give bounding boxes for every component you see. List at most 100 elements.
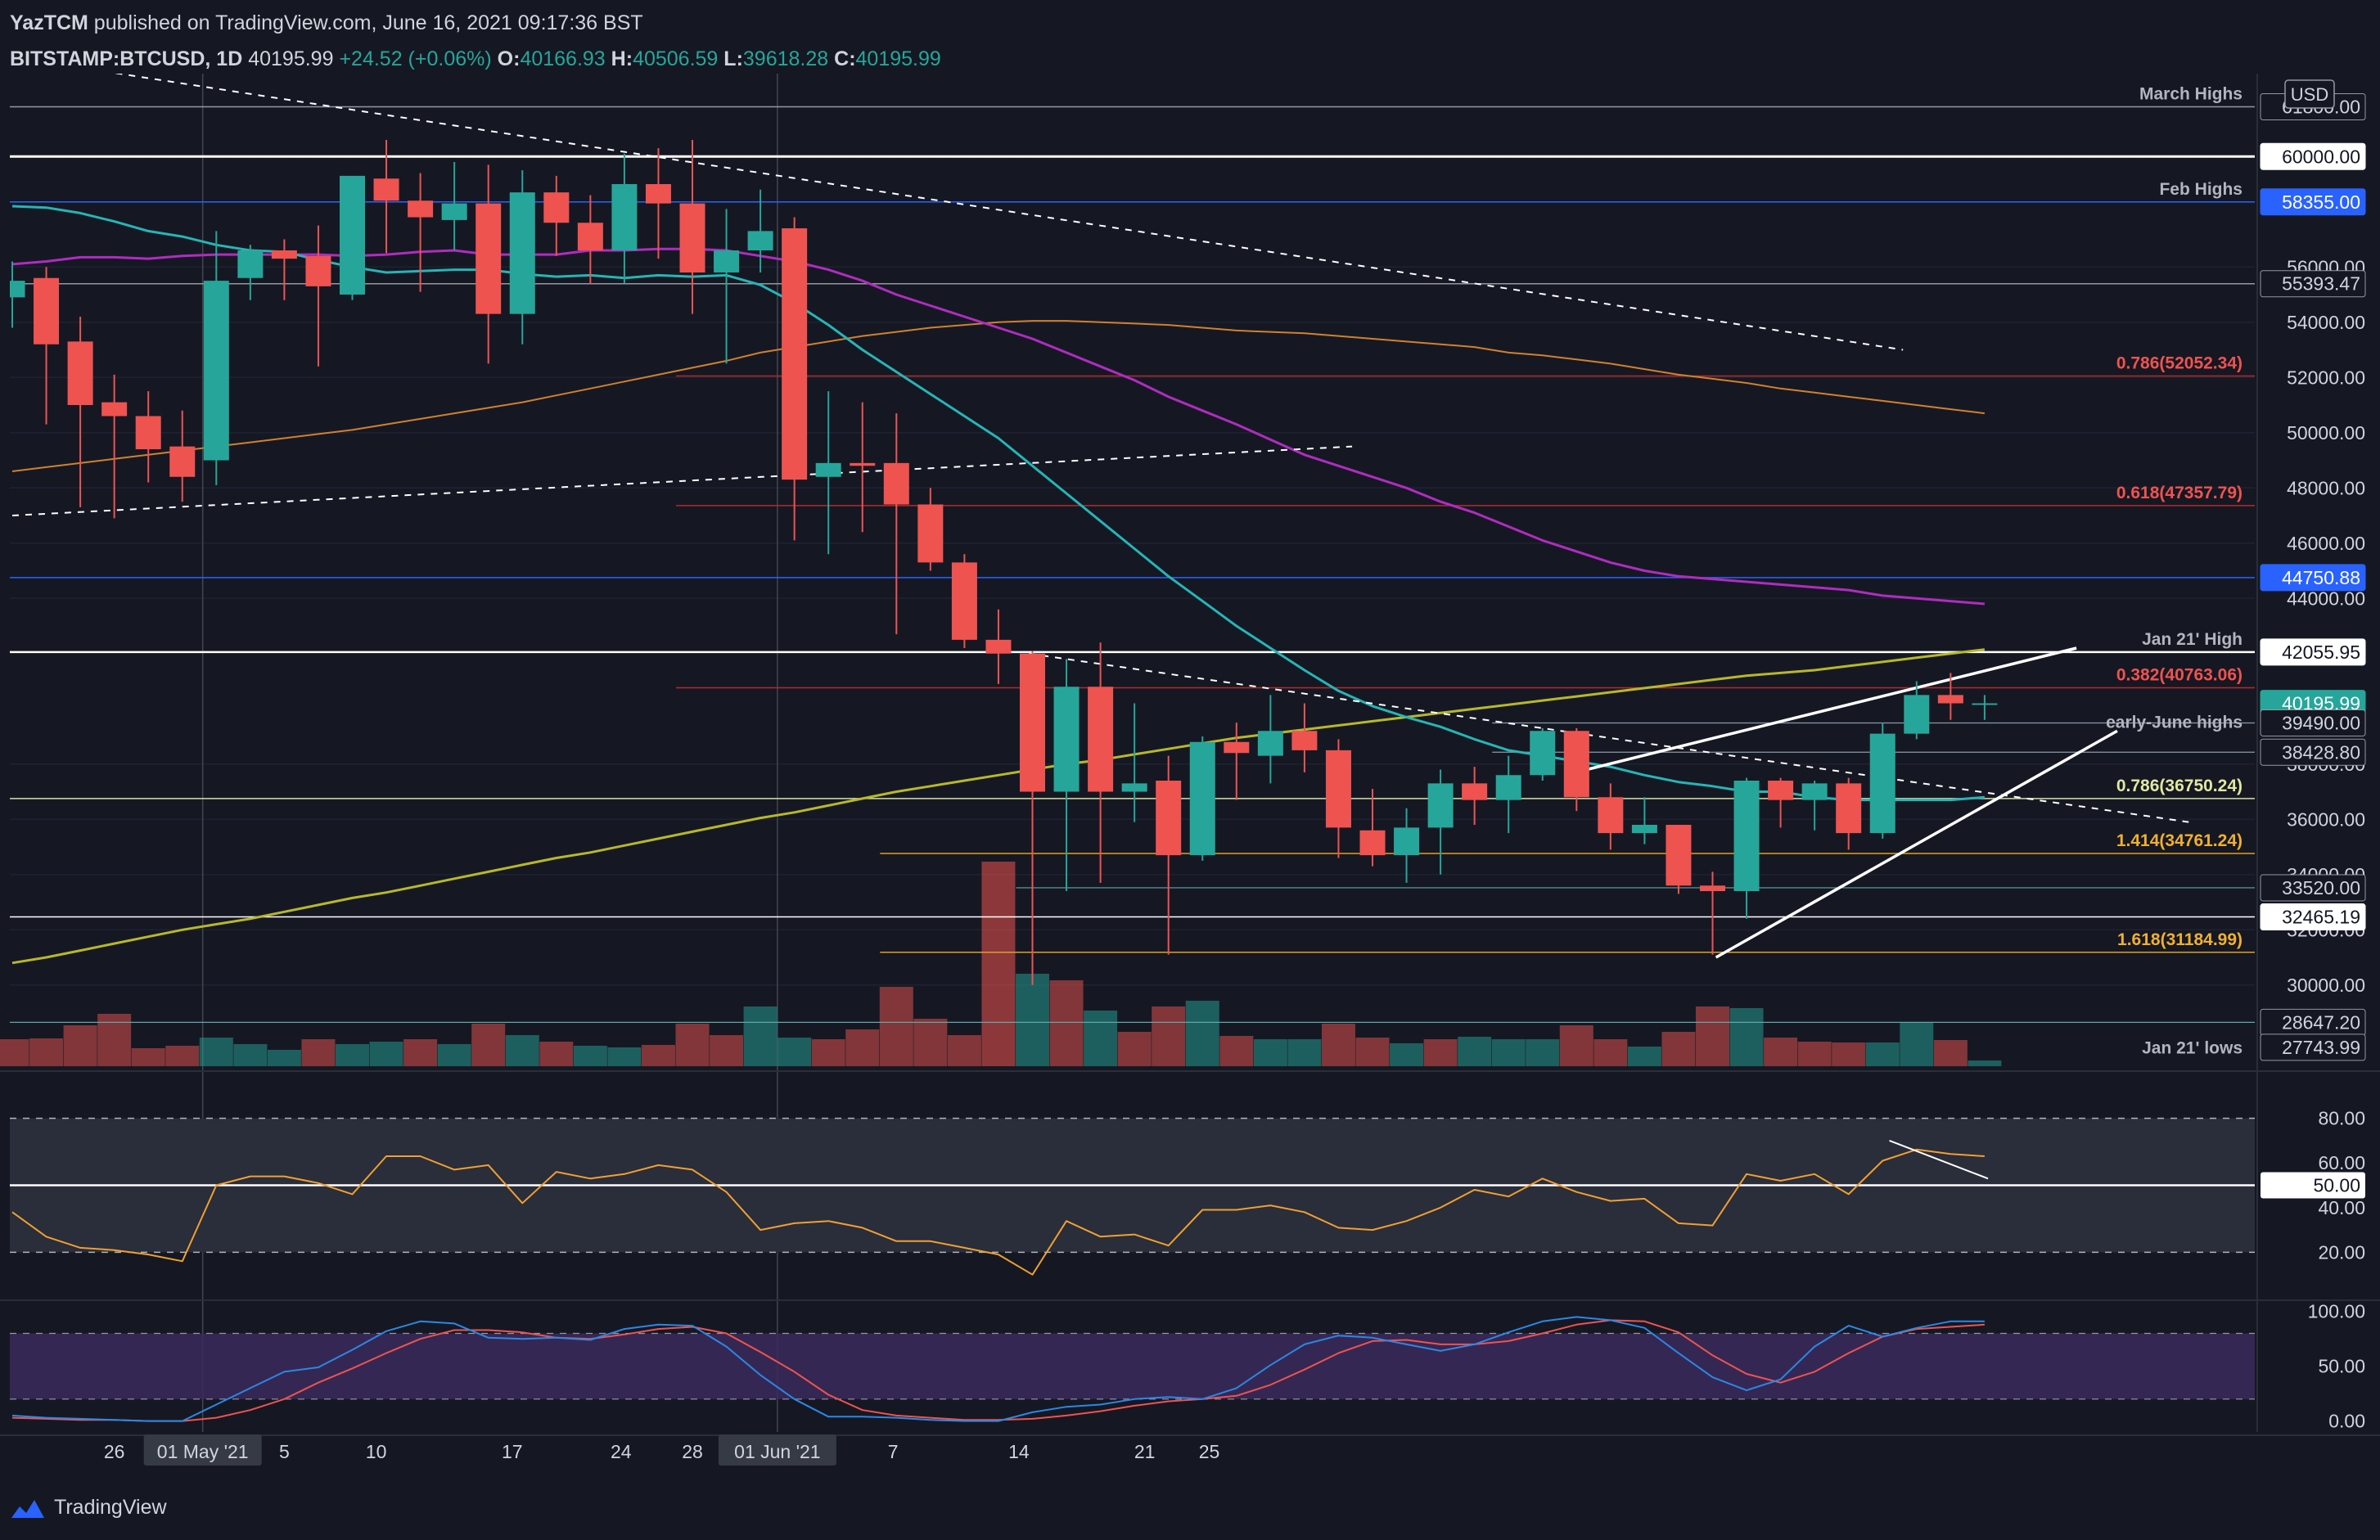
price-label-box[interactable] (2260, 738, 2366, 766)
candle[interactable] (782, 228, 808, 480)
candle[interactable] (101, 402, 128, 417)
price-label-box[interactable] (2260, 564, 2366, 592)
price-label-box[interactable] (2260, 903, 2366, 931)
candle[interactable] (985, 639, 1012, 654)
price-label[interactable]: 44750.88 (2282, 567, 2360, 588)
price-label[interactable]: 58355.00 (2282, 191, 2360, 213)
currency-badge[interactable] (2284, 79, 2335, 109)
price-label-box[interactable] (2260, 270, 2366, 298)
candle[interactable] (1700, 885, 1725, 891)
price-label[interactable]: 39490.00 (2282, 712, 2360, 733)
trendline[interactable] (1715, 729, 2118, 959)
candle[interactable] (1462, 783, 1488, 800)
candle[interactable] (1904, 695, 1930, 734)
price-label[interactable]: 55393.47 (2282, 273, 2360, 295)
candle[interactable] (305, 255, 331, 286)
price-label[interactable]: 27743.99 (2282, 1037, 2360, 1058)
candle[interactable] (714, 250, 740, 272)
candle[interactable] (203, 281, 229, 461)
candle[interactable] (1869, 733, 1895, 834)
candle[interactable] (951, 562, 977, 640)
candle[interactable] (1189, 741, 1215, 856)
candle[interactable] (441, 203, 467, 220)
candle[interactable] (1666, 825, 1692, 886)
candle[interactable] (1088, 687, 1114, 792)
candle[interactable] (1733, 781, 1760, 891)
candle[interactable] (67, 341, 93, 405)
candle[interactable] (1598, 797, 1624, 834)
price-label[interactable]: 38428.80 (2282, 741, 2360, 763)
candle[interactable] (340, 175, 365, 295)
price-label-box[interactable] (2260, 874, 2366, 902)
candle[interactable] (34, 277, 60, 344)
candle[interactable] (611, 184, 638, 250)
publisher-name[interactable]: YazTCM (10, 11, 88, 34)
trendline[interactable] (11, 445, 1353, 516)
candle[interactable] (917, 504, 944, 563)
price-label-box[interactable] (2260, 142, 2366, 170)
candle[interactable] (509, 192, 535, 314)
candle[interactable] (1631, 825, 1657, 834)
price-label-box[interactable] (2260, 1033, 2366, 1061)
candle[interactable] (1937, 695, 1963, 704)
candle[interactable] (1224, 741, 1250, 754)
tradingview-logo[interactable]: TradingView (10, 1496, 167, 1520)
candle[interactable] (1530, 731, 1556, 776)
rsi-current-label[interactable]: 50.00 (2313, 1175, 2360, 1196)
candle[interactable] (679, 203, 705, 272)
ma20-line[interactable] (11, 205, 1986, 802)
candle[interactable] (747, 231, 773, 250)
candle[interactable] (1156, 781, 1182, 856)
stoch-k-line[interactable] (11, 1316, 1985, 1422)
candle[interactable] (271, 250, 297, 259)
rsi-line[interactable] (11, 1148, 1985, 1276)
time-label-box[interactable] (143, 1434, 262, 1466)
candle[interactable] (1359, 830, 1386, 856)
price-label[interactable]: 32465.19 (2282, 907, 2360, 928)
candle[interactable] (1972, 703, 1998, 705)
candle[interactable] (883, 462, 909, 505)
candle[interactable] (1495, 775, 1521, 800)
time-tick-label[interactable]: 01 May '21 (157, 1441, 249, 1462)
candle[interactable] (1394, 827, 1420, 856)
currency-label[interactable]: USD (2291, 84, 2328, 105)
candle[interactable] (1801, 783, 1828, 800)
candle[interactable] (373, 178, 399, 201)
candle[interactable] (476, 203, 502, 314)
candle[interactable] (1563, 731, 1589, 798)
candle[interactable] (408, 200, 434, 218)
candle[interactable] (577, 223, 603, 250)
candle[interactable] (135, 416, 161, 450)
candle[interactable] (1291, 731, 1318, 750)
candle[interactable] (1053, 687, 1080, 792)
candle[interactable] (645, 184, 671, 204)
price-label-box[interactable] (2260, 638, 2366, 666)
trendline[interactable] (12, 57, 1904, 351)
candle[interactable] (815, 462, 841, 477)
price-label[interactable]: 33520.00 (2282, 877, 2360, 898)
time-label-box[interactable] (718, 1434, 836, 1466)
candle[interactable] (237, 250, 264, 278)
candle[interactable] (1768, 781, 1794, 800)
price-label[interactable]: 60000.00 (2282, 146, 2360, 167)
rsi-divergence-line[interactable] (1889, 1139, 1989, 1180)
price-label[interactable]: 28647.20 (2282, 1011, 2360, 1033)
ma100-line[interactable] (11, 320, 1986, 472)
candle[interactable] (0, 281, 25, 298)
candle[interactable] (169, 446, 196, 477)
candle[interactable] (1020, 653, 1045, 792)
symbol-name[interactable]: BITSTAMP:BTCUSD, 1D (10, 47, 243, 70)
ma50-line[interactable] (11, 247, 1986, 606)
ma200-line[interactable] (11, 648, 1986, 965)
candle[interactable] (1325, 750, 1351, 828)
candle[interactable] (1257, 731, 1283, 756)
rsi-current-box[interactable] (2261, 1172, 2365, 1199)
price-label[interactable]: 42055.95 (2282, 642, 2360, 663)
trendline[interactable] (1586, 646, 2077, 772)
price-label-box[interactable] (2260, 709, 2366, 736)
stoch-d-line[interactable] (11, 1319, 1985, 1422)
time-tick-label[interactable]: 01 Jun '21 (734, 1441, 820, 1462)
candle[interactable] (543, 192, 570, 223)
candle[interactable] (1121, 783, 1147, 792)
